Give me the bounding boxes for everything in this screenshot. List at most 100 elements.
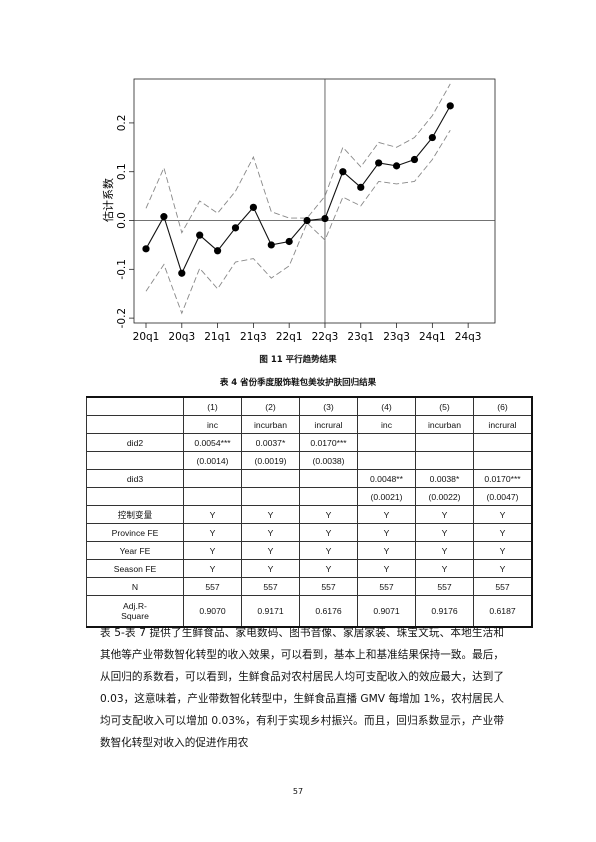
table-cell [357,433,416,452]
lower-bound-line [145,130,451,315]
x-tick-label: 21q1 [204,331,231,343]
upper-bound-line [145,83,451,234]
estimate-point [410,155,419,164]
table-cell: (4) [357,396,416,416]
table-row: (1) (2) (3) (4) (5) (6) [86,396,533,416]
estimate-point [178,269,186,277]
table-cell: Y [241,505,300,524]
y-tick-label: -0.1 [116,259,128,280]
table-cell: Y [357,523,416,542]
estimate-point [196,231,204,239]
table-cell [183,469,242,488]
table-cell: (0.0014) [183,451,242,470]
body-text: 表 5-表 7 提供了生鲜食品、家电数码、图书音像、家居家装、珠宝文玩、本地生活… [100,622,504,754]
estimate-point [160,213,168,221]
table-cell: Y [415,559,474,578]
table-cell: 0.0037* [241,433,300,452]
table-cell: 557 [415,577,474,596]
axis-layer: -0.2 -0.1 0.0 0.1 0.2 20q1 20q3 21q1 21q3 22q1 22q… [116,79,495,343]
table-cell: incrural [299,415,358,434]
table-cell: 0.6187 [473,595,533,628]
table-cell: Y [241,541,300,560]
row-label: Province FE [86,523,184,542]
estimate-point [339,168,347,176]
estimate-point [142,245,150,253]
table-cell: (0.0019) [241,451,300,470]
table-cell: 0.9070 [183,595,242,628]
table-row: (0.0014) (0.0019) (0.0038) [86,451,533,470]
estimate-point [249,203,257,211]
table-cell: 0.0170*** [473,469,533,488]
row-label [86,487,184,506]
table-cell: 0.9176 [415,595,474,628]
estimate-point [375,159,383,167]
event-study-chart: -0.2 -0.1 0.0 0.1 0.2 20q1 20q3 21q1 21q3 22q1 22q… [102,78,496,343]
y-tick-label: 0.1 [116,163,128,180]
table-cell: 557 [473,577,533,596]
table-cell: 557 [183,577,242,596]
row-label: 控制变量 [86,505,184,524]
table-cell [415,451,474,470]
table-cell: 0.9171 [241,595,300,628]
table-cell: (0.0038) [299,451,358,470]
table-cell [299,469,358,488]
table-cell: inc [183,415,242,434]
estimate-point [267,241,275,249]
table-row: Province FE Y Y Y Y Y Y [86,523,533,542]
table-cell: Y [299,559,358,578]
estimate-point [392,162,401,170]
table-cell: (0.0021) [357,487,416,506]
body-paragraph: 表 5-表 7 提供了生鲜食品、家电数码、图书音像、家居家装、珠宝文玩、本地生活… [100,627,504,749]
table-cell: Y [357,505,416,524]
estimate-point [428,133,436,142]
series-layer [142,83,454,315]
table-cell: Y [183,541,242,560]
table-row: 控制变量 Y Y Y Y Y Y [86,505,533,524]
y-axis-label: 估计系数 [102,178,115,222]
table-row: Season FE Y Y Y Y Y Y [86,559,533,578]
table-row: inc incurban incrural inc incurban incrural [86,415,533,434]
table-cell: Y [357,559,416,578]
table-cell: 0.0048** [357,469,416,488]
table-cell: Y [473,523,533,542]
table-cell [357,451,416,470]
plot-frame [133,78,496,324]
row-label: Year FE [86,541,184,560]
table-cell: Y [183,505,242,524]
table-cell [415,433,474,452]
table-cell: 0.6176 [299,595,358,628]
row-label: Season FE [86,559,184,578]
row-label: did2 [86,433,184,452]
table-cell: Y [241,523,300,542]
table-cell: Y [299,541,358,560]
table-cell: Y [473,505,533,524]
x-tick-label: 23q1 [347,331,374,343]
table-cell: Y [241,559,300,578]
row-label: did3 [86,469,184,488]
y-tick-label: 0.2 [116,115,128,132]
x-tick-label: 22q1 [276,331,303,343]
table-cell: inc [357,415,416,434]
y-tick-label: 0.0 [116,212,128,229]
estimate-point [303,216,311,225]
table-row: N 557 557 557 557 557 557 [86,577,533,596]
table-cell: Y [415,541,474,560]
table-row: (0.0021) (0.0022) (0.0047) [86,487,533,506]
table-row: did2 0.0054*** 0.0037* 0.0170*** [86,433,533,452]
table-cell: incurban [241,415,300,434]
table-row: Adj.R- Square 0.9070 0.9171 0.6176 0.9071 0.9… [86,595,533,628]
x-tick-label: 23q3 [383,331,410,343]
table-cell: incrural [473,415,533,434]
table-cell: 557 [357,577,416,596]
row-label [86,451,184,470]
table-cell: 557 [299,577,358,596]
table-row: Year FE Y Y Y Y Y Y [86,541,533,560]
table-caption: 表 4 省份季度服饰鞋包美妆护肤回归结果 [219,378,377,388]
table-cell [241,487,300,506]
table-cell: Y [473,541,533,560]
estimate-point [446,102,454,110]
table-cell: (3) [299,396,358,416]
table-cell: Y [183,559,242,578]
table-row: did3 0.0048** 0.0038* 0.0170*** [86,469,533,488]
table-cell: Y [357,541,416,560]
